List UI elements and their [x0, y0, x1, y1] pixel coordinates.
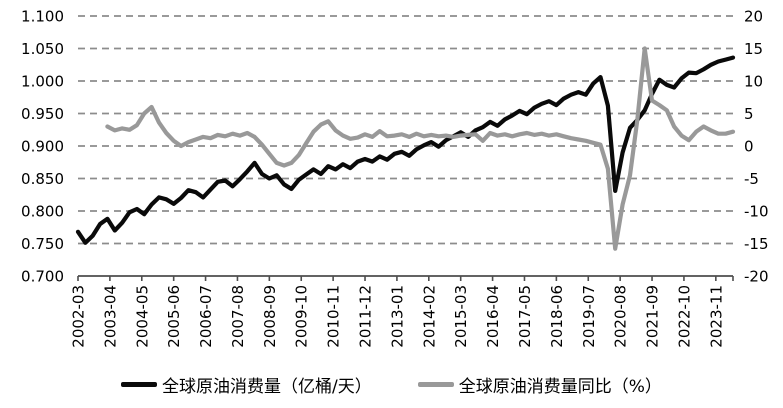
chart-canvas: 1.100 20 1.050 15 1.000 10 0.950 5 0.900 0 0.850 -5…: [21, 8, 769, 348]
right-axis-tick-label: -10: [744, 203, 769, 221]
x-axis-tick-label: 2015-03: [452, 285, 470, 348]
x-axis-tick-label: 2005-06: [165, 285, 183, 348]
x-axis-tick-label: 2002-03: [70, 285, 88, 348]
left-axis-tick-label: 0.800: [21, 203, 64, 221]
chart-legend: 全球原油消费量（亿桶/天） 全球原油消费量同比（%）: [0, 372, 783, 397]
legend-line-swatch-yoy: [417, 382, 454, 387]
series-line-0: [75, 55, 736, 245]
x-axis-tick-label: 2006-07: [197, 285, 215, 348]
x-axis-tick-label: 2022-10: [675, 285, 693, 348]
x-axis-tick-label: 2014-02: [420, 285, 438, 348]
x-axis-tick-label: 2020-08: [612, 285, 630, 348]
legend-label-yoy: 全球原油消费量同比（%）: [458, 377, 662, 397]
x-axis-tick-label: 2008-09: [261, 285, 279, 348]
x-axis-tick-label: 2010-11: [325, 285, 343, 348]
x-axis-tick-label: 2004-05: [133, 285, 151, 348]
right-axis-tick-label: -5: [744, 170, 759, 188]
left-axis-tick-label: 0.950: [21, 105, 64, 123]
right-axis-tick-label: 5: [744, 105, 754, 123]
left-axis-tick-label: 0.750: [21, 235, 64, 253]
right-axis-tick-label: -20: [744, 268, 769, 286]
right-axis-tick-label: -15: [744, 235, 769, 253]
x-axis-tick-label: 2011-12: [357, 285, 375, 348]
legend-item-consumption: 全球原油消费量（亿桶/天）: [121, 372, 372, 397]
legend-line-swatch-consumption: [121, 382, 158, 387]
x-axis-tick-label: 2017-05: [516, 285, 534, 348]
x-axis-tick-label: 2013-01: [388, 285, 406, 348]
left-axis-tick-label: 1.100: [21, 8, 64, 26]
x-axis-tick-label: 2021-09: [644, 285, 662, 348]
x-axis-tick-label: 2016-04: [484, 285, 502, 348]
legend-label-consumption: 全球原油消费量（亿桶/天）: [162, 377, 372, 397]
right-axis-tick-label: 0: [744, 138, 754, 156]
left-axis-tick-label: 0.900: [21, 138, 64, 156]
x-axis-tick-label: 2019-07: [580, 285, 598, 348]
right-axis-tick-label: 10: [744, 73, 763, 91]
left-axis-tick-label: 0.700: [21, 268, 64, 286]
left-axis-tick-label: 1.050: [21, 40, 64, 58]
x-axis-tick-label: 2007-08: [229, 285, 247, 348]
x-axis-tick-label: 2018-06: [548, 285, 566, 348]
x-axis-tick-label: 2023-11: [707, 285, 725, 348]
left-axis-tick-label: 0.850: [21, 170, 64, 188]
legend-item-yoy: 全球原油消费量同比（%）: [417, 372, 662, 397]
x-axis-tick-label: 2009-10: [293, 285, 311, 348]
series-line-1: [105, 46, 736, 251]
right-axis-tick-label: 20: [744, 8, 763, 26]
right-axis-tick-label: 15: [744, 40, 763, 58]
x-axis-tick-label: 2003-04: [101, 285, 119, 348]
left-axis-tick-label: 1.000: [21, 73, 64, 91]
